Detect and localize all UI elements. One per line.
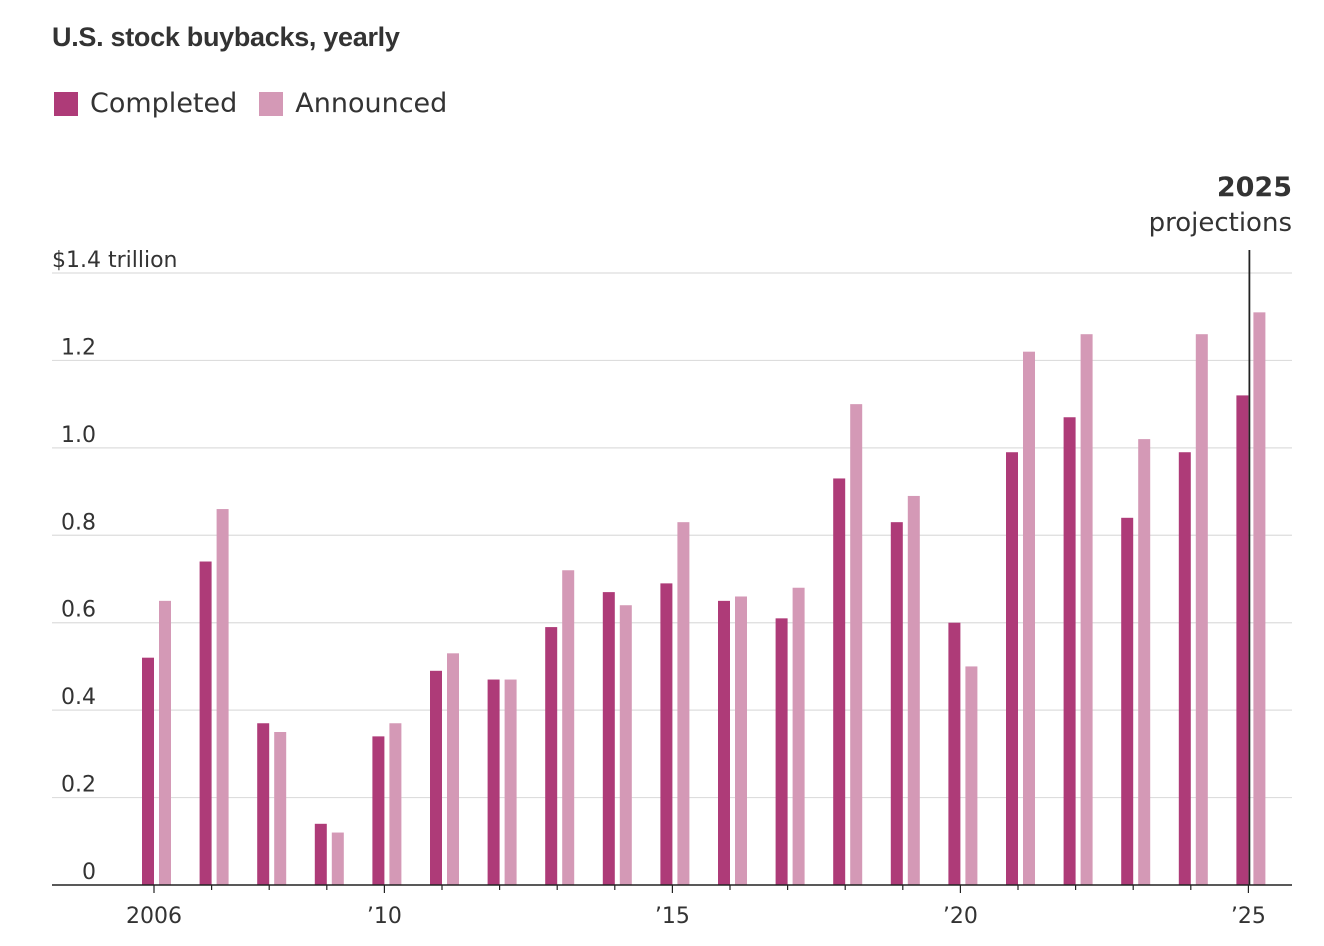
annotation-text: projections xyxy=(1149,208,1292,238)
bar-announced-2024 xyxy=(1195,334,1208,885)
bar-completed-2020 xyxy=(948,622,961,885)
legend-item-announced: Announced xyxy=(259,88,447,119)
bar-announced-2006 xyxy=(159,600,171,885)
x-tick-label: 2006 xyxy=(126,904,182,929)
bar-completed-2015 xyxy=(660,583,673,885)
bar-completed-2021 xyxy=(1006,452,1018,885)
bar-completed-2018 xyxy=(833,478,846,885)
bars xyxy=(142,312,1266,886)
y-tick-label: 0.6 xyxy=(61,598,96,623)
y-tick-label: $1.4 trillion xyxy=(52,248,178,273)
bar-announced-2015 xyxy=(677,522,690,885)
bar-completed-2023 xyxy=(1121,517,1134,885)
y-tick-label: 1.2 xyxy=(61,335,96,360)
bar-announced-2010 xyxy=(389,723,402,885)
bar-announced-2019 xyxy=(907,495,920,885)
y-tick-label: 1.0 xyxy=(61,423,96,448)
bar-announced-2018 xyxy=(850,404,863,885)
annotation-year: 2025 xyxy=(1217,172,1292,203)
bar-completed-2019 xyxy=(890,522,903,885)
bar-announced-2008 xyxy=(274,732,287,885)
y-tick-label: 0.4 xyxy=(61,685,96,710)
x-tick-label: ’20 xyxy=(943,904,978,929)
bar-announced-2023 xyxy=(1138,439,1151,885)
bar-announced-2025 xyxy=(1253,312,1266,885)
bar-announced-2013 xyxy=(562,570,575,885)
bar-announced-2022 xyxy=(1080,334,1093,885)
bar-announced-2012 xyxy=(504,679,517,885)
bar-announced-2016 xyxy=(735,596,747,885)
legend-swatch-completed xyxy=(54,91,78,116)
bar-completed-2013 xyxy=(545,627,558,885)
bar-announced-2020 xyxy=(965,666,978,885)
bar-completed-2010 xyxy=(372,736,385,885)
bar-announced-2009 xyxy=(331,832,344,885)
bar-completed-2011 xyxy=(430,670,442,885)
legend-swatch-announced xyxy=(259,91,284,116)
bar-completed-2022 xyxy=(1063,417,1076,885)
x-tick-label: ’25 xyxy=(1231,904,1266,929)
bar-completed-2024 xyxy=(1178,452,1191,885)
bar-completed-2008 xyxy=(257,723,270,885)
x-axis: 2006 ’10 ’15 ’20 ’25 xyxy=(52,884,1292,929)
bar-completed-2017 xyxy=(775,618,788,885)
y-tick-label: 0 xyxy=(82,860,96,885)
y-tick-label: 0.8 xyxy=(61,510,96,535)
bar-completed-2014 xyxy=(602,592,615,885)
bar-announced-2011 xyxy=(447,653,459,885)
bar-completed-2012 xyxy=(487,679,500,885)
x-tick-label: ’15 xyxy=(655,904,690,929)
y-tick-label: 0.2 xyxy=(61,773,96,798)
chart-legend: Completed Announced xyxy=(54,88,469,119)
bar-completed-2025 xyxy=(1236,395,1249,885)
legend-label-completed: Completed xyxy=(90,88,238,119)
bar-announced-2021 xyxy=(1023,351,1035,886)
bar-completed-2006 xyxy=(142,657,154,885)
y-axis-labels: 0 0.2 0.4 0.6 0.8 1.0 1.2 $1.4 trillion xyxy=(52,248,178,885)
bar-announced-2017 xyxy=(792,587,805,885)
legend-item-completed: Completed xyxy=(54,88,237,119)
bar-completed-2009 xyxy=(314,823,327,885)
legend-label-announced: Announced xyxy=(295,88,448,119)
x-tick-label: ’10 xyxy=(367,904,402,929)
projection-annotation: 2025 projections xyxy=(1149,172,1292,885)
bar-announced-2014 xyxy=(619,605,632,885)
bar-announced-2007 xyxy=(216,509,229,885)
chart-title: U.S. stock buybacks, yearly xyxy=(52,22,400,52)
bar-completed-2007 xyxy=(199,561,212,885)
bar-completed-2016 xyxy=(718,600,730,885)
